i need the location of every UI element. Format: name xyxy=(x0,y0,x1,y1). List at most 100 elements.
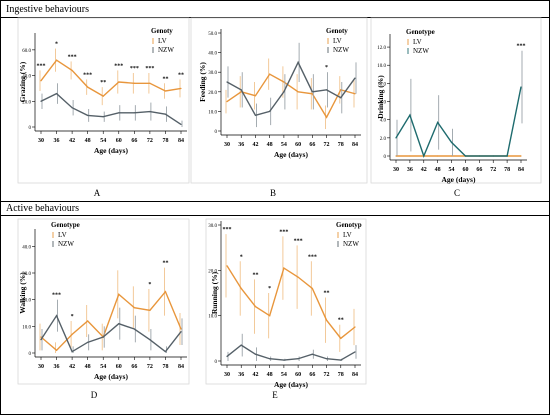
panel-label: B xyxy=(270,188,276,198)
data-point-nzw xyxy=(311,353,313,355)
y-axis-title: Grazing (%) xyxy=(18,61,27,102)
data-point-lv xyxy=(311,287,313,290)
x-tick-label: 84 xyxy=(178,364,184,370)
data-point-lv xyxy=(354,326,356,328)
data-point-lv xyxy=(283,81,285,83)
data-point-nzw xyxy=(164,113,167,115)
data-point-lv xyxy=(55,349,58,351)
x-tick-label: 78 xyxy=(504,167,510,173)
x-axis-title: Age (days) xyxy=(274,380,308,389)
x-axis-title: Age (days) xyxy=(274,150,308,159)
x-tick-label: 60 xyxy=(116,138,122,144)
panel-frame xyxy=(370,17,542,184)
series-line-nzw xyxy=(226,60,356,117)
data-point-nzw xyxy=(297,61,299,64)
data-point-lv xyxy=(164,90,167,92)
data-point-nzw xyxy=(340,359,342,361)
series-line-lv xyxy=(40,59,182,98)
x-tick-label: 42 xyxy=(421,167,427,173)
data-point-lv xyxy=(254,306,257,308)
y-tick-label: 20.0 xyxy=(208,269,217,274)
significance-label: *** xyxy=(308,254,317,260)
x-tick-label: 66 xyxy=(476,167,482,173)
panel-b: 0 10.0 20.0 30.0 40.0 50.0 30 36 42 48 54 60 66 72 78 8… xyxy=(190,17,368,198)
data-point-nzw xyxy=(311,91,313,93)
x-axis-title: Age (days) xyxy=(94,146,128,155)
x-tick-label: 36 xyxy=(407,167,413,173)
data-point-nzw xyxy=(55,92,58,95)
data-point-lv xyxy=(71,333,73,335)
data-point-lv xyxy=(340,337,342,339)
x-tick-label: 30 xyxy=(224,142,230,148)
data-point-lv xyxy=(102,95,104,97)
significance-label: *** xyxy=(83,72,92,78)
data-point-lv xyxy=(133,82,135,84)
series-line-lv xyxy=(226,265,356,340)
data-point-lv xyxy=(354,93,356,95)
x-tick-label: 36 xyxy=(54,138,60,144)
y-tick-label: 0 xyxy=(29,126,32,131)
data-point-lv xyxy=(269,73,271,75)
data-point-lv xyxy=(311,93,313,95)
data-point-nzw xyxy=(40,100,42,102)
x-tick-label: 36 xyxy=(238,142,244,148)
significance-label: *** xyxy=(517,44,526,50)
top-divider xyxy=(1,17,549,18)
significance-label: * xyxy=(71,314,74,320)
data-point-nzw xyxy=(164,351,167,353)
x-tick-label: 42 xyxy=(252,372,258,378)
data-point-nzw xyxy=(492,155,494,157)
data-point-lv xyxy=(340,89,342,91)
legend-entry-nzw: NZW xyxy=(158,46,174,54)
data-point-lv xyxy=(226,265,228,267)
data-point-lv xyxy=(283,267,285,269)
data-point-nzw xyxy=(118,112,120,114)
series-line-nzw xyxy=(40,92,182,126)
x-tick-label: 78 xyxy=(338,372,344,378)
data-point-nzw xyxy=(226,81,228,83)
legend-title: Genotype xyxy=(51,221,80,229)
legend-entry-nzw: NZW xyxy=(333,46,349,54)
data-point-nzw xyxy=(464,155,467,157)
data-point-nzw xyxy=(149,339,151,341)
data-point-lv xyxy=(149,82,151,84)
data-point-nzw xyxy=(254,114,257,116)
x-tick-label: 60 xyxy=(295,142,301,148)
legend-title: Genoty xyxy=(151,27,173,35)
active-divider xyxy=(1,215,549,216)
data-point-lv xyxy=(226,101,228,103)
data-point-nzw xyxy=(180,123,182,126)
data-point-lv xyxy=(297,276,299,278)
significance-label: * xyxy=(240,254,243,260)
data-point-lv xyxy=(87,86,89,88)
panel-a: 0 20.0 40.0 60.0 30 36 42 48 54 60 66 72 78 84 Age (da… xyxy=(17,17,190,198)
x-tick-label: 30 xyxy=(224,372,230,378)
legend-title: Genoty xyxy=(326,27,348,35)
panel-label: E xyxy=(272,390,278,400)
data-point-nzw xyxy=(269,110,271,112)
data-point-nzw xyxy=(269,358,271,360)
x-tick-label: 78 xyxy=(162,364,168,370)
data-point-lv xyxy=(118,293,120,295)
y-tick-label: 0 xyxy=(215,360,218,365)
data-point-lv xyxy=(55,59,58,61)
x-tick-label: 66 xyxy=(309,372,315,378)
data-point-nzw xyxy=(423,155,425,157)
significance-label: ** xyxy=(162,261,168,267)
significance-label: *** xyxy=(145,66,154,72)
y-tick-label: 50.0 xyxy=(208,32,217,37)
data-point-nzw xyxy=(325,89,328,91)
data-point-lv xyxy=(40,336,42,338)
significance-label: * xyxy=(55,42,58,48)
series-line-nzw xyxy=(395,86,522,158)
data-point-lv xyxy=(164,291,167,293)
series-line-nzw xyxy=(40,314,182,353)
legend-entry-lv: LV xyxy=(58,231,67,239)
x-tick-label: 30 xyxy=(393,167,399,173)
data-point-lv xyxy=(133,307,135,309)
data-point-nzw xyxy=(118,323,120,325)
y-tick-label: 10.0 xyxy=(22,325,31,330)
series-line-lv xyxy=(226,73,356,119)
data-point-nzw xyxy=(450,141,453,143)
data-point-lv xyxy=(269,315,271,317)
